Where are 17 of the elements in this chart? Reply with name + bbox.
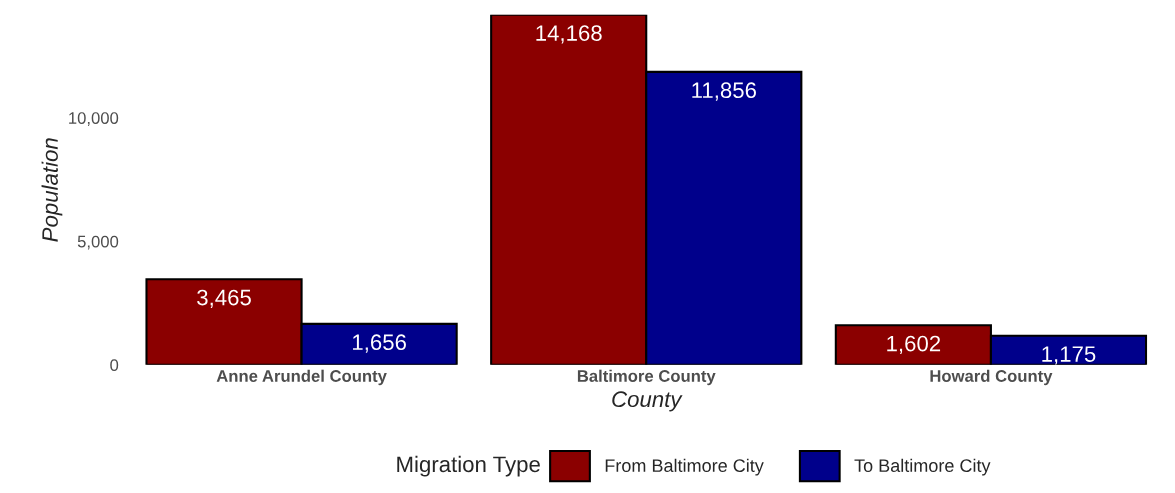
data-label: 1,175: [1042, 346, 1096, 365]
legend-title: Migration Type: [397, 455, 540, 477]
x-tick-label: Howard County: [930, 369, 1053, 386]
y-axis-title: Population: [41, 138, 63, 242]
legend-label: To Baltimore City: [854, 458, 991, 476]
y-tick-label: 5,000: [77, 235, 119, 250]
data-label: 11,856: [692, 82, 756, 101]
data-label: 1,656: [353, 334, 406, 353]
data-label: 1,602: [887, 335, 941, 355]
y-tick-label: 0: [110, 359, 119, 372]
legend-label: From Baltimore City: [605, 458, 764, 476]
x-tick-label: Anne Arundel County: [216, 369, 387, 386]
data-label: 14,168: [536, 25, 602, 44]
x-axis-title: County: [612, 391, 683, 412]
x-tick-label: Baltimore County: [577, 369, 716, 386]
data-label: 3,465: [197, 289, 251, 308]
y-tick-label: 10,000: [69, 112, 119, 126]
